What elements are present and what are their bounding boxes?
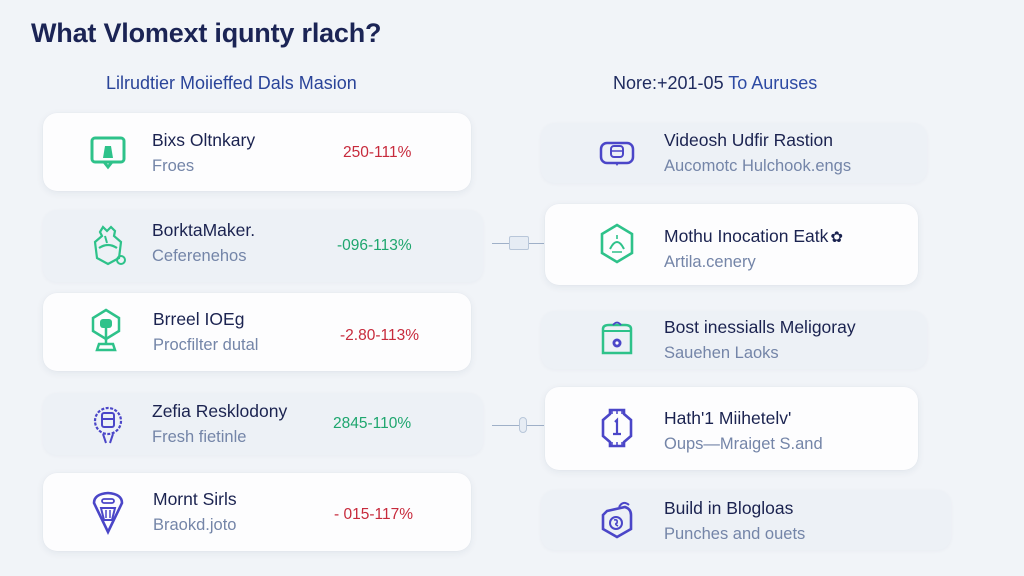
item-name: Mothu Inocation Eatk ✿ xyxy=(664,226,843,247)
monitor-bell-icon xyxy=(88,129,128,175)
video-camera-icon xyxy=(597,130,637,176)
box-package-icon xyxy=(597,317,637,363)
item-name: Build in Blogloas xyxy=(664,498,794,518)
item-subtitle: Braokd.joto xyxy=(153,516,237,534)
item-name: Hath'1 Miihetelv' xyxy=(664,408,792,428)
item-subtitle: Fresh fietinle xyxy=(152,428,247,446)
left-card-1[interactable]: Bixs Oltnkary Froes 250-111% xyxy=(43,113,471,191)
item-subtitle: Froes xyxy=(152,157,195,175)
connector-line xyxy=(492,425,544,426)
left-card-2[interactable]: BorktaMaker. Ceferenehos -096-113% xyxy=(43,210,483,282)
right-card-2[interactable]: Mothu Inocation Eatk ✿ Artila.cenery xyxy=(545,204,918,285)
change-value: -2.80-113% xyxy=(340,327,419,344)
watch-shield-icon xyxy=(597,405,637,451)
item-subtitle: Sauehen Laoks xyxy=(664,344,779,362)
item-name: Zefia Resklodony xyxy=(152,401,288,421)
right-card-3[interactable]: Bost inessialls Meligoray Sauehen Laoks xyxy=(541,311,927,369)
item-name: BorktaMaker. xyxy=(152,220,256,240)
left-card-4[interactable]: Zefia Resklodony Fresh fietinle 2845-110… xyxy=(43,393,483,455)
change-value: - 015-117% xyxy=(334,506,413,523)
right-header-suffix: To Auruses xyxy=(723,73,818,93)
right-card-5[interactable]: Build in Blogloas Punches and ouets xyxy=(541,490,951,550)
page-title: What Vlomext iqunty rlach? xyxy=(31,18,382,48)
item-subtitle: Ceferenehos xyxy=(152,247,247,265)
change-value: 250-111% xyxy=(343,144,412,161)
item-name: Videosh Udfir Rastion xyxy=(664,130,833,150)
right-header-prefix: Nore:+201-05 xyxy=(613,73,724,93)
item-subtitle: Punches and ouets xyxy=(664,525,806,543)
hexagon-tent-icon xyxy=(597,221,637,267)
item-subtitle: Oups—Mraiget S.and xyxy=(664,435,823,453)
bag-coin-icon xyxy=(597,497,637,543)
left-column-header: Lilrudtier Moiieffed Dals Masion xyxy=(106,73,357,93)
right-column-header: Nore:+201-05 To Auruses xyxy=(613,73,817,94)
right-card-4[interactable]: Hath'1 Miihetelv' Oups—Mraiget S.and xyxy=(545,387,918,470)
left-card-5[interactable]: Mornt Sirls Braokd.joto - 015-117% xyxy=(43,473,471,551)
item-subtitle: Artila.cenery xyxy=(664,253,756,271)
item-name: Brreel IOEg xyxy=(153,309,245,329)
shield-pin-icon xyxy=(88,490,128,536)
connector-node xyxy=(509,236,529,250)
backpack-icon xyxy=(88,222,128,268)
left-card-3[interactable]: Brreel IOEg Procfilter dutal -2.80-113% xyxy=(43,293,471,371)
item-name: Mornt Sirls xyxy=(153,489,237,509)
change-value: -096-113% xyxy=(337,237,412,254)
item-name: Bost inessialls Meligoray xyxy=(664,317,856,337)
house-lamp-icon xyxy=(86,307,126,353)
gear-icon: ✿ xyxy=(830,229,843,246)
item-subtitle: Procfilter dutal xyxy=(153,336,259,354)
change-value: 2845-110% xyxy=(333,415,412,432)
badge-medal-icon xyxy=(88,401,128,447)
right-card-1[interactable]: Videosh Udfir Rastion Aucomotc Hulchook.… xyxy=(541,123,927,183)
connector-node xyxy=(519,417,527,433)
item-name: Bixs Oltnkary xyxy=(152,130,256,150)
item-name-text: Mothu Inocation Eatk xyxy=(664,226,829,246)
item-subtitle: Aucomotc Hulchook.engs xyxy=(664,157,852,175)
